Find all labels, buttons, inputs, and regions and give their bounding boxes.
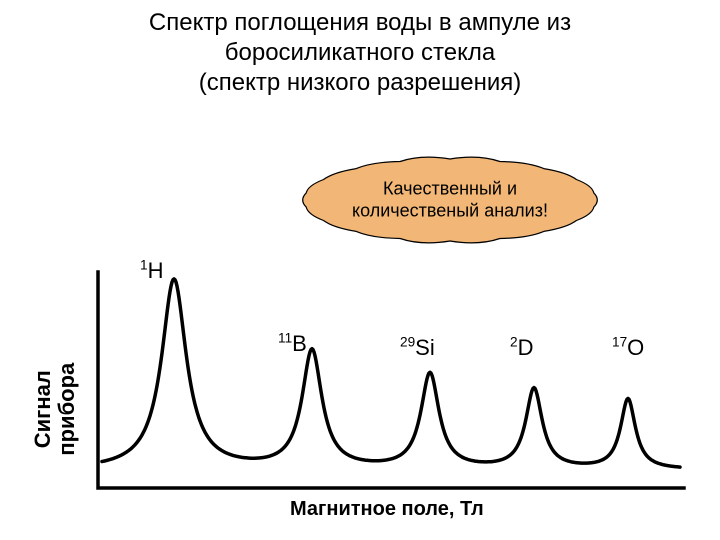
x-axis-label: Магнитное поле, Тл [290,498,484,521]
peak-sup: 2 [510,335,518,350]
title-line-3: (спектр низкого разрешения) [199,69,522,96]
callout-cloud: Качественный и количественый анализ! [300,155,600,245]
peak-sup: 17 [612,335,627,350]
callout-line-2: количественый анализ! [352,200,548,220]
callout-line-1: Качественный и [383,178,517,198]
peak-label-2D: 2D [510,335,533,361]
peak-symbol: D [518,335,534,360]
peak-symbol: O [627,335,644,360]
y-axis-label-line-2: прибора [54,363,79,456]
spectrum-svg [96,270,686,490]
y-axis-label-line-1: Сигнал [30,370,55,448]
x-axis-label-text: Магнитное поле, Тл [290,498,484,520]
peak-label-1H: 1H [140,258,163,284]
spectrum-plot [96,270,686,490]
title-line-1: Спектр поглощения воды в ампуле из [149,9,571,36]
peak-label-29Si: 29Si [400,335,435,361]
callout-text: Качественный и количественый анализ! [352,178,548,221]
peak-symbol: B [292,331,307,356]
peak-symbol: H [148,258,164,283]
peak-symbol: Si [415,335,435,360]
page: { "title": { "line1": "Спектр поглощения… [0,0,720,540]
peak-sup: 29 [400,335,415,350]
peak-label-17O: 17O [612,335,644,361]
title-line-2: боросиликатного стекла [225,39,495,66]
chart-title: Спектр поглощения воды в ампуле из борос… [0,8,720,98]
peak-label-11B: 11B [278,331,307,357]
y-axis-label: Сигнал прибора [31,354,79,464]
peak-sup: 11 [278,331,292,346]
peak-sup: 1 [140,258,148,273]
